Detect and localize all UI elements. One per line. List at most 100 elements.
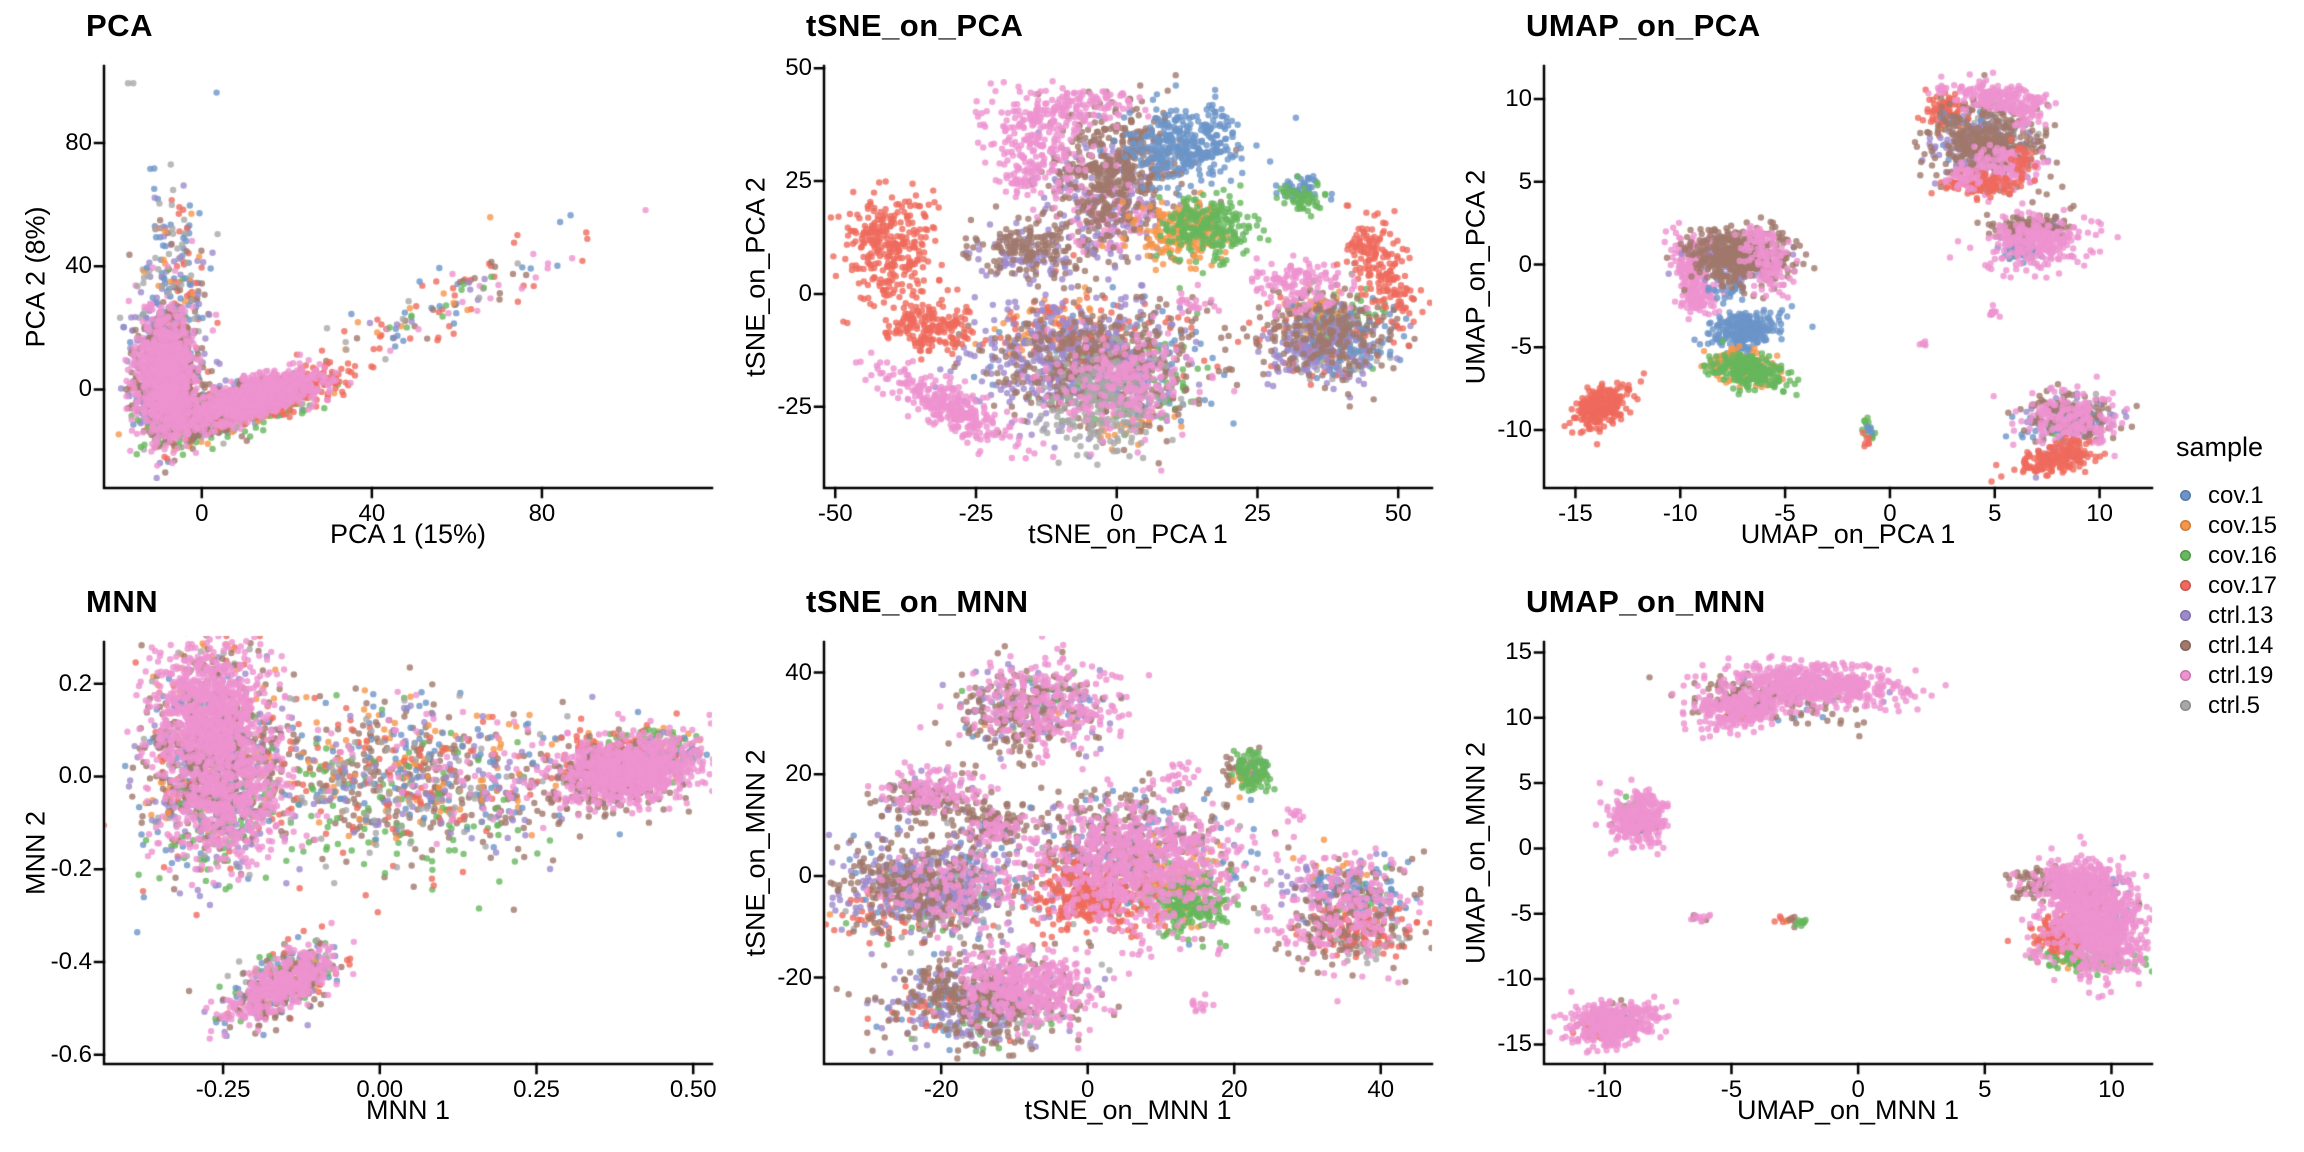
legend-color-dot: [2180, 520, 2191, 531]
y-tick-label: 0.0: [58, 762, 92, 790]
x-axis-label: PCA 1 (15%): [329, 519, 487, 549]
x-tick-label: 80: [528, 500, 556, 527]
x-tick-label: 10: [2086, 500, 2113, 527]
x-tick-label: -20: [923, 1076, 959, 1103]
legend-item: ctrl.5: [2174, 691, 2277, 721]
legend-item-label: ctrl.5: [2208, 691, 2261, 719]
y-tick-label: -10: [1497, 965, 1532, 993]
y-axis-label: MNN 2: [20, 810, 51, 896]
scatter-canvas: [0, 576, 720, 1152]
legend-item-label: cov.16: [2208, 541, 2277, 569]
panel-title: UMAP_on_MNN: [1526, 584, 1766, 619]
y-tick-label: -25: [777, 392, 812, 420]
x-tick-label: 0: [1110, 500, 1124, 527]
x-tick-label: -10: [1587, 1076, 1623, 1103]
scatter-canvas: [1440, 0, 2160, 576]
panel-title: UMAP_on_PCA: [1526, 8, 1761, 43]
legend-item: cov.1: [2174, 481, 2277, 511]
legend-item: cov.16: [2174, 541, 2277, 571]
x-tick-label: -15: [1558, 500, 1593, 527]
legend-color-dot: [2180, 700, 2191, 711]
x-tick-label: 0.25: [513, 1076, 560, 1103]
y-tick-label: 80: [65, 129, 92, 156]
scatter-canvas: [720, 0, 1440, 576]
x-tick-label: 0.00: [356, 1076, 404, 1103]
y-tick-label: 0: [798, 279, 812, 307]
x-tick-label: -0.25: [195, 1076, 251, 1103]
x-tick-label: -10: [1662, 500, 1698, 527]
legend-color-dot: [2180, 670, 2191, 681]
legend-item: ctrl.13: [2174, 601, 2277, 631]
scatter-panel-PCA: PCA PCA 2 (8%) PCA 1 (15%) 0 40 80 0 40 80: [0, 0, 720, 576]
panel-title: PCA: [86, 8, 153, 43]
legend-item-label: ctrl.14: [2208, 631, 2274, 659]
y-tick-label: 0: [1518, 834, 1532, 862]
x-axis-label: UMAP_on_PCA 1: [1740, 519, 1956, 549]
x-tick-label: -5: [1774, 500, 1796, 527]
y-tick-label: -0.2: [50, 855, 92, 883]
legend-items: cov.1 cov.15 cov.16 cov.17 ctrl.13 ctrl.…: [2174, 481, 2277, 721]
scatter-canvas: [0, 0, 720, 576]
y-tick-label: -5: [1510, 899, 1532, 927]
x-tick-label: -50: [817, 500, 853, 527]
y-tick-label: 0.2: [58, 669, 92, 697]
scatter-panel-UMAP_on_MNN: UMAP_on_MNN UMAP_on_MNN 2 UMAP_on_MNN 1 …: [1440, 576, 2160, 1152]
legend-color-dot: [2180, 550, 2191, 561]
x-tick-label: 5: [1988, 500, 2002, 527]
legend-item: ctrl.19: [2174, 661, 2277, 691]
x-tick-label: 0: [1851, 1076, 1865, 1103]
scatter-panel-MNN: MNN MNN 2 MNN 1 -0.25 0.00 0.25 0.50 0.2 0.0 -…: [0, 576, 720, 1152]
legend-title: sample: [2176, 431, 2264, 462]
y-tick-label: -20: [777, 963, 812, 991]
x-tick-label: 40: [1367, 1076, 1395, 1103]
y-tick-label: -10: [1497, 416, 1532, 444]
x-tick-label: 50: [1384, 500, 1412, 527]
panel-title: MNN: [86, 584, 159, 619]
y-tick-label: -15: [1497, 1030, 1532, 1058]
legend: sample cov.1 cov.15 cov.16 cov.17 ctrl.1…: [2160, 0, 2304, 1152]
y-tick-label: 15: [1505, 638, 1532, 666]
y-tick-label: 5: [1518, 769, 1532, 797]
legend-item-label: cov.15: [2208, 511, 2277, 539]
y-tick-label: -5: [1510, 333, 1532, 361]
x-tick-label: 0: [195, 500, 209, 527]
x-tick-label: 0: [1081, 1076, 1095, 1103]
scatter-panel-tSNE_on_PCA: tSNE_on_PCA tSNE_on_PCA 2 tSNE_on_PCA 1 …: [720, 0, 1440, 576]
legend-color-dot: [2180, 490, 2191, 501]
y-tick-label: 0: [798, 861, 812, 889]
y-tick-label: 50: [785, 54, 812, 82]
x-tick-label: 5: [1978, 1076, 1992, 1103]
x-tick-label: 0.50: [669, 1076, 717, 1103]
x-axis-label: MNN 1: [365, 1095, 451, 1125]
scatter-canvas: [1440, 576, 2160, 1152]
plots-grid: PCA PCA 2 (8%) PCA 1 (15%) 0 40 80 0 40 80 tS…: [0, 0, 2160, 1152]
x-tick-label: 10: [2098, 1076, 2125, 1103]
scatter-canvas: [720, 576, 1440, 1152]
panel-title: tSNE_on_PCA: [806, 8, 1024, 43]
y-tick-label: 10: [1505, 85, 1532, 113]
y-tick-label: -0.6: [50, 1040, 92, 1068]
x-axis-label: tSNE_on_MNN 1: [1024, 1095, 1232, 1125]
legend-item-label: cov.17: [2208, 571, 2277, 599]
legend-color-dot: [2180, 610, 2191, 621]
legend-item: cov.15: [2174, 511, 2277, 541]
y-tick-label: 0: [78, 375, 92, 403]
legend-item-label: ctrl.13: [2208, 601, 2274, 629]
y-tick-label: 20: [785, 760, 812, 788]
y-tick-label: 10: [1505, 703, 1532, 731]
y-tick-label: 40: [65, 252, 92, 280]
x-tick-label: -5: [1720, 1076, 1743, 1103]
scatter-panel-tSNE_on_MNN: tSNE_on_MNN tSNE_on_MNN 2 tSNE_on_MNN 1 …: [720, 576, 1440, 1152]
legend-color-dot: [2180, 580, 2191, 591]
scatter-panel-UMAP_on_PCA: UMAP_on_PCA UMAP_on_PCA 2 UMAP_on_PCA 1 …: [1440, 0, 2160, 576]
legend-color-dot: [2180, 640, 2191, 651]
legend-item-label: cov.1: [2208, 481, 2264, 509]
x-tick-label: 20: [1220, 1076, 1248, 1103]
x-axis-label: tSNE_on_PCA 1: [1028, 519, 1228, 549]
x-tick-label: 25: [1244, 500, 1271, 527]
x-tick-label: 40: [358, 500, 386, 527]
y-tick-label: 5: [1518, 167, 1532, 195]
y-tick-label: 40: [785, 658, 812, 686]
legend-item: ctrl.14: [2174, 631, 2277, 661]
